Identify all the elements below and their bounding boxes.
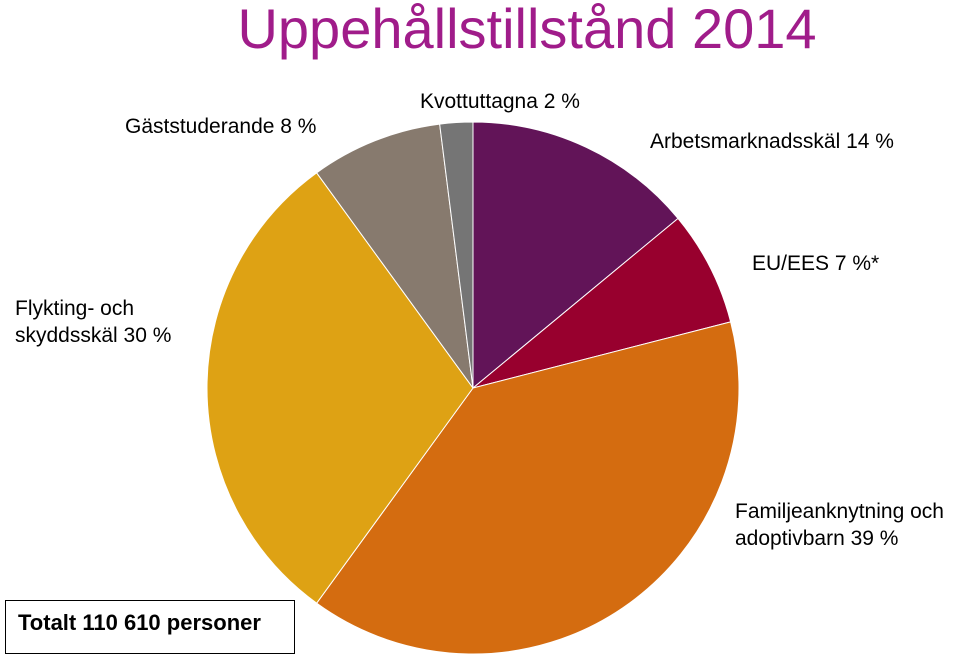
slice-label-arbetsmarknadsskal: Arbetsmarknadsskäl 14 % [650,130,894,153]
slice-label-familjeanknytning: Familjeanknytning och adoptivbarn 39 % [735,500,944,550]
total-label: Totalt 110 610 personer [18,610,261,635]
slice-label-gaststuderande: Gäststuderande 8 % [125,115,317,138]
slice-label-eu-ees: EU/EES 7 %* [752,252,880,275]
slice-label-kvottuttagna: Kvottuttagna 2 % [420,90,580,113]
total-box: Totalt 110 610 personer [5,600,295,654]
chart-title: Uppehållstillstånd 2014 [237,0,817,60]
pie-slice-familjeanknytning [315,321,740,655]
pie-slice-flykting [206,172,474,604]
pie-slice-eu-ees [472,217,732,389]
pie-slice-gaststuderande [315,123,474,389]
pie-slice-arbetsmarknadsskal [472,121,679,390]
pie-slice-kvottuttagna [439,121,474,389]
slice-label-flykting: Flykting- och skyddsskäl 30 % [15,297,172,347]
